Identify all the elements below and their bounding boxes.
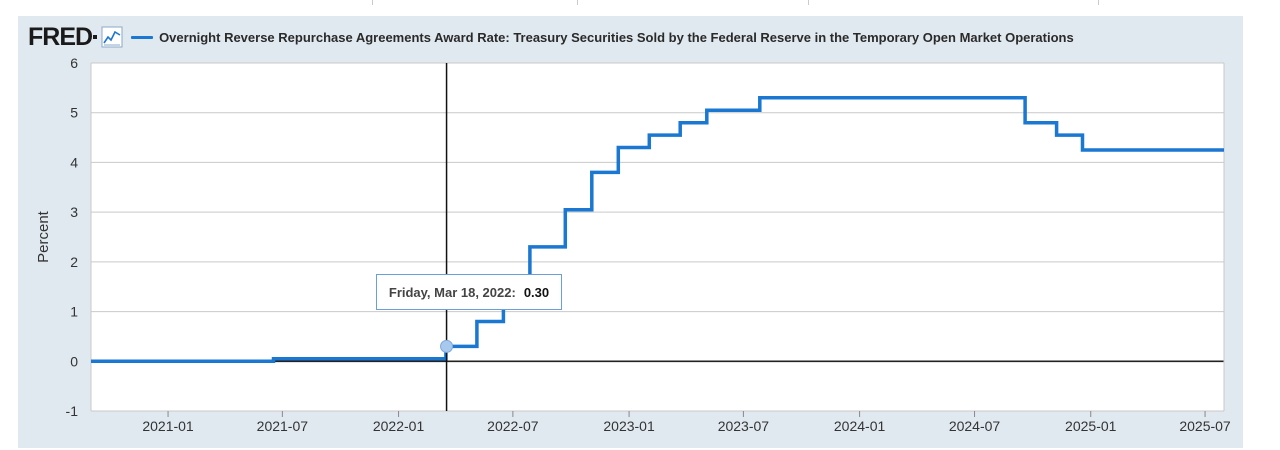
plot-area xyxy=(91,63,1224,411)
chart-header: FRED Overnight Reverse Repurchase Agreem… xyxy=(28,22,1074,52)
crosshair xyxy=(440,63,454,411)
x-axis-ticks: 2021-01 2021-07 2022-01 2022-07 2023-01 2023-… xyxy=(142,411,1231,434)
y-tick-label: 5 xyxy=(70,105,78,121)
y-tick-label: 0 xyxy=(70,353,78,369)
x-tick-label: 2021-01 xyxy=(142,418,194,434)
logo-dot xyxy=(93,35,98,39)
data-series[interactable] xyxy=(91,96,1224,364)
grid-lines xyxy=(90,62,1225,412)
x-tick-label: 2023-01 xyxy=(603,418,655,434)
data-tooltip: Friday, Mar 18, 2022: 0.30 xyxy=(376,274,562,310)
tooltip-value: 0.30 xyxy=(523,284,550,300)
tooltip-date: Friday, Mar 18, 2022: xyxy=(388,284,516,300)
top-edge-ticks xyxy=(0,0,1280,6)
y-axis-label: Percent xyxy=(35,210,52,263)
x-tick-label: 2025-01 xyxy=(1065,418,1117,434)
legend-swatch xyxy=(131,35,154,39)
y-tick-label: 6 xyxy=(70,55,78,71)
y-axis-ticks: -1 0 1 2 3 4 5 6 xyxy=(66,55,79,419)
x-tick-label: 2022-07 xyxy=(487,418,539,434)
y-tick-label: 1 xyxy=(70,304,78,320)
legend-series-label[interactable]: Overnight Reverse Repurchase Agreements … xyxy=(159,29,1074,45)
x-tick-label: 2022-01 xyxy=(373,418,425,434)
x-tick-label: 2023-07 xyxy=(718,418,770,434)
x-tick-label: 2025-07 xyxy=(1179,418,1231,434)
y-tick-label: 3 xyxy=(70,204,78,220)
series-line[interactable] xyxy=(91,96,1224,364)
hover-point xyxy=(440,339,454,353)
y-tick-label: 2 xyxy=(70,254,78,270)
x-tick-label: 2021-07 xyxy=(257,418,309,434)
fred-logo[interactable]: FRED xyxy=(28,22,93,51)
x-tick-label: 2024-01 xyxy=(834,418,886,434)
x-tick-label: 2024-07 xyxy=(949,418,1001,434)
chart-line-icon[interactable] xyxy=(101,26,123,48)
y-tick-label: -1 xyxy=(66,403,79,419)
y-tick-label: 4 xyxy=(70,154,78,170)
